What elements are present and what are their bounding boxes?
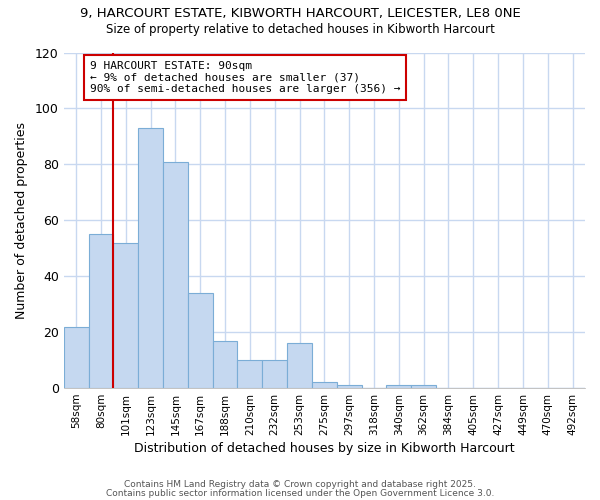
Bar [287, 344, 312, 388]
Bar [238, 360, 262, 388]
Bar [262, 360, 287, 388]
Bar [337, 386, 362, 388]
Text: 9 HARCOURT ESTATE: 90sqm
← 9% of detached houses are smaller (37)
90% of semi-de: 9 HARCOURT ESTATE: 90sqm ← 9% of detache… [90, 61, 400, 94]
Bar [386, 386, 411, 388]
Bar [138, 128, 163, 388]
Bar [411, 386, 436, 388]
Text: 9, HARCOURT ESTATE, KIBWORTH HARCOURT, LEICESTER, LE8 0NE: 9, HARCOURT ESTATE, KIBWORTH HARCOURT, L… [80, 8, 520, 20]
Bar [89, 234, 113, 388]
Text: Size of property relative to detached houses in Kibworth Harcourt: Size of property relative to detached ho… [106, 22, 494, 36]
Bar [212, 340, 238, 388]
Bar [163, 162, 188, 388]
Y-axis label: Number of detached properties: Number of detached properties [15, 122, 28, 319]
Bar [188, 293, 212, 388]
Bar [64, 326, 89, 388]
Text: Contains HM Land Registry data © Crown copyright and database right 2025.: Contains HM Land Registry data © Crown c… [124, 480, 476, 489]
Bar [113, 242, 138, 388]
Bar [312, 382, 337, 388]
X-axis label: Distribution of detached houses by size in Kibworth Harcourt: Distribution of detached houses by size … [134, 442, 515, 455]
Text: Contains public sector information licensed under the Open Government Licence 3.: Contains public sector information licen… [106, 488, 494, 498]
